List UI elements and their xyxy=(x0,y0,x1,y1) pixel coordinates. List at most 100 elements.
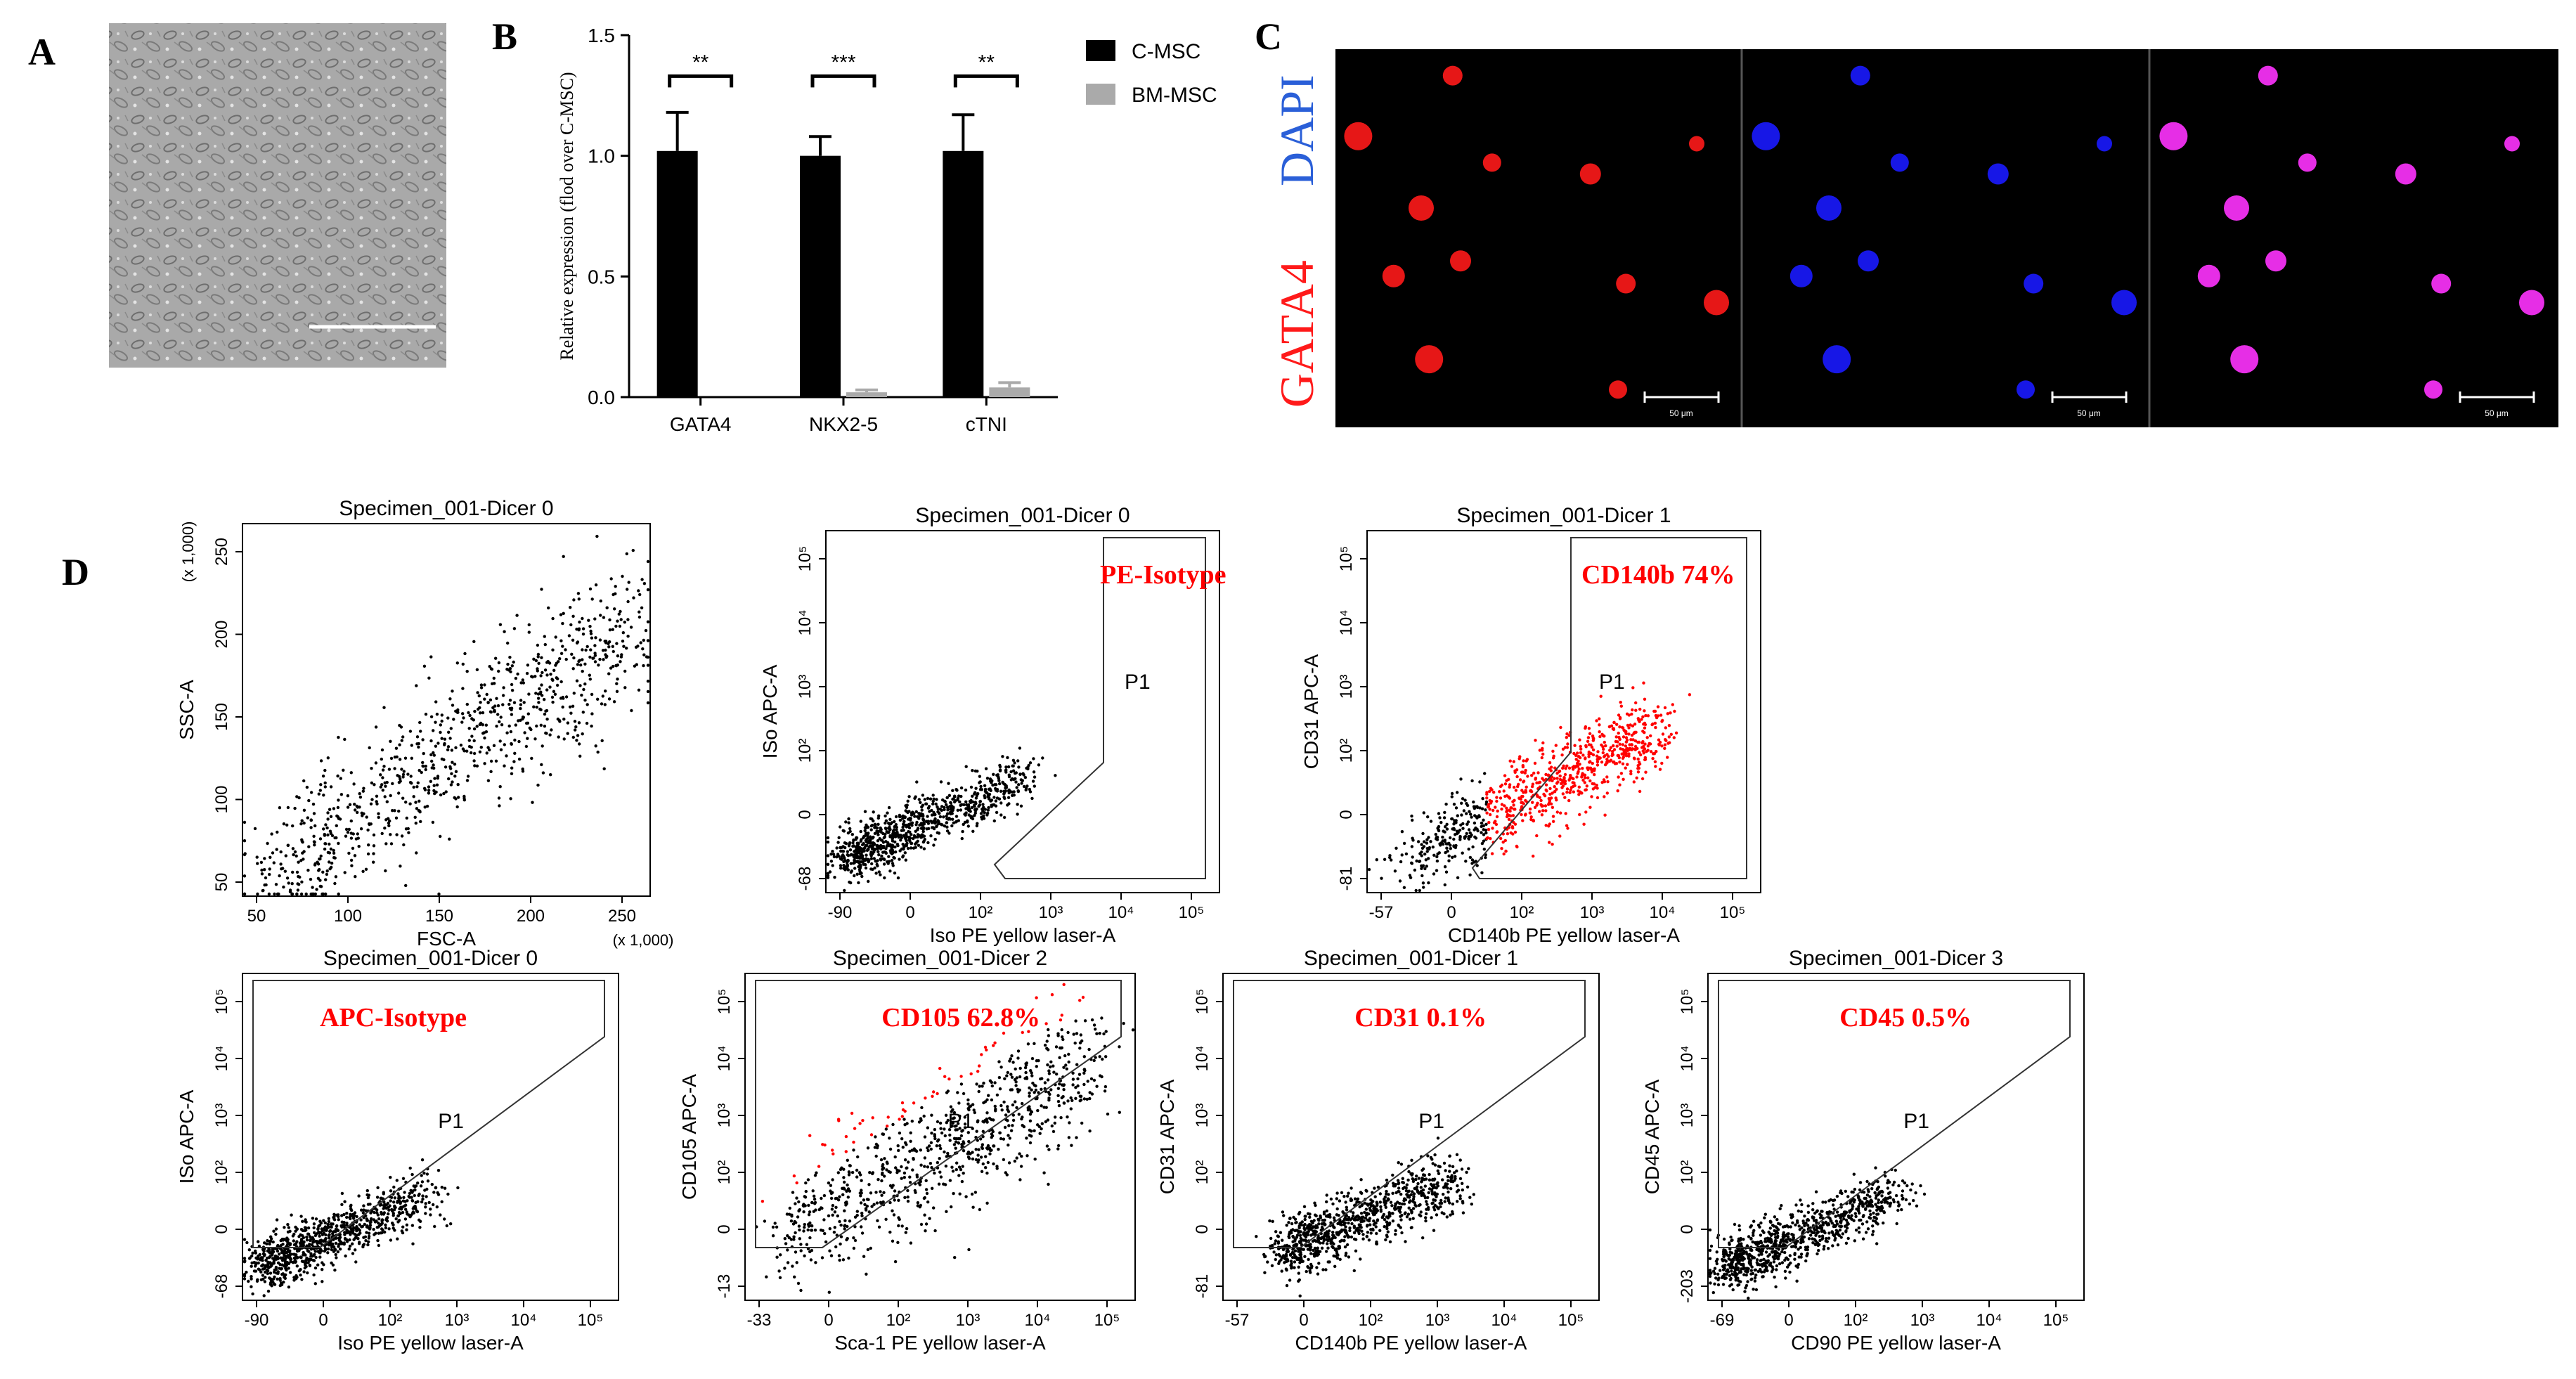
event-dot xyxy=(1044,1022,1048,1025)
event-dot xyxy=(1006,1070,1010,1075)
event-dot xyxy=(625,552,628,556)
event-dot xyxy=(1595,784,1598,787)
event-dot xyxy=(1625,712,1629,716)
event-dot xyxy=(962,803,966,807)
event-dot xyxy=(977,1089,980,1094)
event-dot xyxy=(492,676,496,680)
event-dot xyxy=(1626,723,1630,727)
event-dot xyxy=(1030,1074,1034,1077)
event-dot xyxy=(418,1192,421,1196)
event-dot xyxy=(1312,1248,1315,1252)
event-dot xyxy=(931,1186,934,1191)
nucleus-merge xyxy=(2424,380,2442,399)
event-dot xyxy=(1449,847,1452,850)
event-dot xyxy=(851,841,855,845)
event-dot xyxy=(807,1224,811,1228)
event-dot xyxy=(1070,1099,1074,1103)
event-dot xyxy=(891,829,895,833)
event-dot xyxy=(1443,883,1446,887)
event-dot xyxy=(1654,725,1657,730)
event-dot xyxy=(312,1273,316,1277)
event-dot xyxy=(543,712,547,716)
event-dot xyxy=(1032,757,1035,760)
event-dot xyxy=(979,812,983,815)
event-dot xyxy=(1486,836,1489,840)
event-dot xyxy=(945,829,950,833)
event-dot xyxy=(904,1231,908,1234)
event-dot xyxy=(321,870,325,874)
event-dot xyxy=(358,792,361,796)
event-dot xyxy=(1060,1028,1063,1032)
event-dot xyxy=(1584,788,1588,791)
event-dot xyxy=(292,1232,296,1236)
event-dot xyxy=(254,1256,258,1260)
event-dot xyxy=(975,824,979,828)
event-dot xyxy=(402,843,406,847)
event-dot xyxy=(919,1222,924,1226)
event-dot xyxy=(424,1205,427,1209)
event-dot xyxy=(1627,752,1631,756)
y-tick-label: -81 xyxy=(1337,867,1356,891)
event-dot xyxy=(1463,835,1466,839)
event-dot xyxy=(602,658,605,661)
event-dot xyxy=(479,683,484,687)
event-dot xyxy=(467,744,472,749)
event-dot xyxy=(839,1223,843,1227)
event-dot xyxy=(323,768,327,772)
event-dot xyxy=(564,648,567,652)
event-dot xyxy=(996,773,1000,777)
event-dot xyxy=(486,746,490,749)
event-dot xyxy=(545,673,549,677)
event-dot xyxy=(479,721,483,725)
x-tick-label: 0 xyxy=(318,1311,328,1330)
event-dot xyxy=(575,679,579,682)
event-dot xyxy=(549,773,552,777)
event-dot xyxy=(461,712,465,716)
event-dot xyxy=(395,833,399,836)
event-dot xyxy=(551,616,555,621)
event-dot xyxy=(1016,789,1020,793)
event-dot xyxy=(933,1229,937,1233)
event-dot xyxy=(893,820,896,824)
event-dot xyxy=(879,1190,882,1193)
event-dot xyxy=(582,687,585,692)
event-dot xyxy=(497,796,501,800)
event-dot xyxy=(415,684,418,687)
event-dot xyxy=(892,1213,896,1217)
event-dot xyxy=(626,600,630,604)
event-dot xyxy=(841,1258,846,1262)
event-dot xyxy=(1460,813,1463,817)
event-dot xyxy=(917,798,921,801)
event-dot xyxy=(401,772,406,777)
event-dot xyxy=(935,824,938,828)
event-dot xyxy=(391,782,394,786)
event-dot xyxy=(879,830,883,834)
event-dot xyxy=(366,852,370,856)
event-dot xyxy=(430,766,434,770)
event-dot xyxy=(550,695,555,699)
event-dot xyxy=(939,1127,943,1130)
event-dot xyxy=(354,837,358,841)
event-dot xyxy=(313,863,317,867)
event-dot xyxy=(1605,760,1609,764)
event-dot xyxy=(274,1257,278,1261)
event-dot xyxy=(323,781,327,785)
event-dot xyxy=(1083,1019,1087,1023)
event-dot xyxy=(404,883,408,888)
event-dot xyxy=(1068,1121,1071,1125)
event-dot xyxy=(1610,724,1614,728)
event-dot xyxy=(404,1203,408,1207)
event-dot xyxy=(1634,708,1638,712)
event-dot xyxy=(270,1264,273,1267)
event-dot xyxy=(264,883,268,887)
event-dot xyxy=(389,756,394,760)
event-dot xyxy=(824,1240,828,1244)
event-dot xyxy=(453,796,456,800)
event-dot xyxy=(1591,734,1595,738)
event-dot xyxy=(646,701,650,705)
event-dot xyxy=(836,1214,840,1218)
event-dot xyxy=(787,1236,791,1240)
event-dot xyxy=(301,1219,304,1224)
event-dot xyxy=(792,1174,796,1178)
plot-frame xyxy=(1366,530,1761,893)
